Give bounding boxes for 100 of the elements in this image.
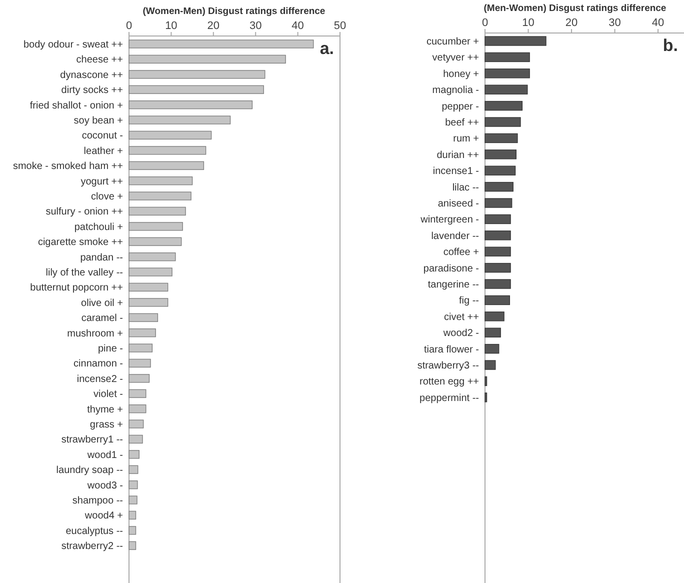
bar xyxy=(484,230,511,240)
bar xyxy=(484,84,528,94)
y-tick-label: beef ++ xyxy=(445,118,480,128)
y-tick-label: pine - xyxy=(98,344,123,354)
bar xyxy=(128,404,146,414)
x-tick-label: 10 xyxy=(522,17,534,29)
bar xyxy=(484,214,511,224)
annotation: a. xyxy=(320,39,334,58)
bar xyxy=(484,166,516,176)
bar xyxy=(128,389,146,398)
y-tick-label: incense2 - xyxy=(76,374,123,385)
x-axis-title: (Men-Women) Disgust ratings difference xyxy=(484,3,666,14)
bar xyxy=(484,182,514,192)
bar xyxy=(128,434,143,444)
bar xyxy=(484,150,516,160)
x-tick-label: 30 xyxy=(249,20,262,32)
bar xyxy=(484,100,523,111)
bar xyxy=(484,360,496,370)
y-tick-label: rum + xyxy=(453,134,480,145)
y-tick-label: civet ++ xyxy=(444,312,480,323)
x-tick-label: 20 xyxy=(207,20,220,32)
x-tick-label: 40 xyxy=(652,17,664,29)
x-axis-title: (Women-Men) Disgust ratings difference xyxy=(142,6,326,17)
bar xyxy=(128,465,138,474)
y-tick-label: olive oil + xyxy=(81,298,124,309)
y-tick-label: shampoo -- xyxy=(72,496,123,506)
bar xyxy=(484,262,511,273)
bar xyxy=(128,116,231,124)
bar xyxy=(128,176,193,186)
y-tick-label: pandan -- xyxy=(80,252,123,264)
bar xyxy=(484,52,530,62)
bar xyxy=(484,279,511,289)
bar xyxy=(128,85,264,94)
y-tick-label: strawberry2 -- xyxy=(61,541,123,552)
y-tick-label: laundry soap -- xyxy=(56,465,123,476)
bar xyxy=(484,344,500,354)
y-tick-label: grass + xyxy=(90,420,124,430)
bar xyxy=(128,268,172,276)
y-tick-label: eucalyptus -- xyxy=(66,526,123,537)
y-tick-label: coffee + xyxy=(443,247,480,258)
y-tick-label: thyme + xyxy=(87,404,124,416)
y-tick-label: violet - xyxy=(94,389,123,400)
y-tick-label: magnolia - xyxy=(432,85,479,96)
y-tick-label: lilac -- xyxy=(452,182,479,194)
y-tick-label: pepper - xyxy=(442,101,479,112)
bar xyxy=(128,510,136,520)
bar xyxy=(484,133,518,144)
x-tick-label: 10 xyxy=(165,20,178,32)
y-tick-label: wood4 + xyxy=(84,510,124,522)
y-tick-label: incense1 - xyxy=(432,166,479,178)
bar xyxy=(128,298,168,307)
bar xyxy=(484,68,530,78)
bar xyxy=(128,374,150,383)
y-tick-label: wood1 - xyxy=(86,450,123,461)
bar xyxy=(128,252,176,262)
bar xyxy=(484,312,504,322)
y-tick-label: tangerine -- xyxy=(428,280,479,290)
y-tick-label: butternut popcorn ++ xyxy=(30,282,124,294)
y-tick-label: tiara flower - xyxy=(424,344,479,356)
y-tick-label: fig -- xyxy=(459,296,479,307)
y-tick-label: clove + xyxy=(91,192,124,202)
bar xyxy=(484,246,511,256)
x-tick-label: 50 xyxy=(334,20,346,32)
bar xyxy=(484,117,521,127)
bar xyxy=(128,420,144,428)
bar xyxy=(128,282,168,292)
y-tick-label: patchouli + xyxy=(74,222,124,233)
y-tick-label: wintergreen - xyxy=(420,214,479,226)
y-tick-label: leather + xyxy=(84,146,124,157)
bar xyxy=(128,526,136,535)
bar xyxy=(484,198,512,208)
y-tick-label: peppermint -- xyxy=(420,392,479,404)
y-tick-label: sulfury - onion ++ xyxy=(46,206,124,218)
bar xyxy=(128,192,192,200)
bar xyxy=(128,496,138,504)
bar xyxy=(128,54,286,64)
y-tick-label: strawberry1 -- xyxy=(61,434,123,446)
y-tick-label: mushroom + xyxy=(67,328,124,340)
bar xyxy=(128,206,186,216)
y-tick-label: vetyver ++ xyxy=(432,52,480,64)
y-tick-label: lavender -- xyxy=(431,230,479,242)
bar xyxy=(128,100,253,110)
y-tick-label: soy bean + xyxy=(74,116,124,126)
x-tick-label: 30 xyxy=(608,17,621,29)
y-tick-label: coconut - xyxy=(82,130,123,142)
y-tick-label: wood2 - xyxy=(442,328,479,340)
bar xyxy=(128,480,138,490)
y-tick-label: yogurt ++ xyxy=(80,176,124,188)
y-tick-label: dynascone ++ xyxy=(60,70,124,81)
y-tick-label: cucumber + xyxy=(426,36,480,48)
x-tick-label: 0 xyxy=(126,20,132,32)
y-tick-label: cheese ++ xyxy=(76,54,124,66)
y-tick-label: aniseed - xyxy=(438,198,479,210)
bar xyxy=(128,313,158,322)
y-tick-label: lily of the valley -- xyxy=(46,268,123,278)
y-tick-label: wood3 - xyxy=(86,480,123,492)
bar xyxy=(128,70,266,79)
bar xyxy=(484,36,546,46)
y-tick-label: durian ++ xyxy=(436,150,480,161)
bar xyxy=(128,328,156,338)
